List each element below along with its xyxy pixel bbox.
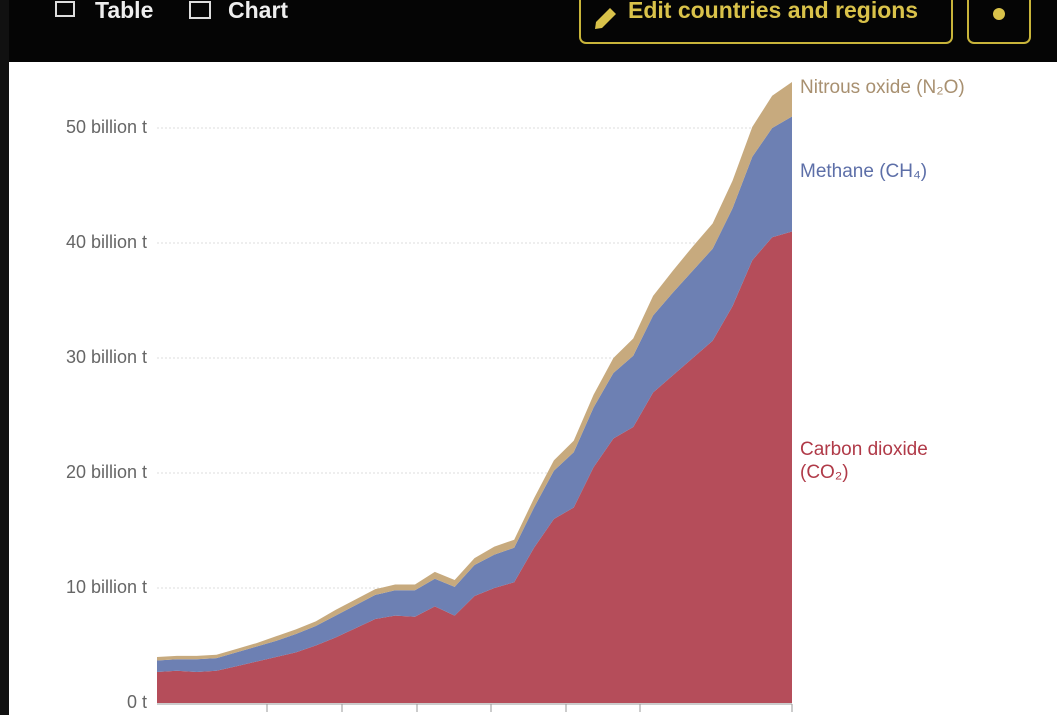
area: [157, 231, 792, 703]
settings-button[interactable]: [967, 0, 1031, 44]
table-tab[interactable]: Table: [95, 0, 153, 23]
plot-area: 0 t 10 billion t 20 billion t 30 billion t 4…: [66, 82, 792, 712]
pencil-icon: [595, 8, 616, 29]
series-label: Methane (CH₄): [800, 161, 928, 182]
y-tick-label: 50 billion t: [66, 117, 147, 137]
toolbar: [0, 0, 1057, 62]
edit-button[interactable]: [579, 0, 953, 44]
left-edge: [0, 0, 9, 715]
y-tick-label: 40 billion t: [66, 232, 147, 252]
series-label: Carbon dioxide (CO₂): [800, 439, 928, 483]
table-icon: [55, 1, 75, 17]
y-tick-label: 20 billion t: [66, 462, 147, 482]
edit-label[interactable]: Edit countries and regions: [628, 0, 918, 23]
chart-icon: [189, 1, 211, 19]
gear-icon: [993, 8, 1005, 20]
y-tick-label: 30 billion t: [66, 347, 147, 367]
series-label: Nitrous oxide (N₂O): [800, 77, 965, 98]
y-tick-label: 10 billion t: [66, 577, 147, 597]
chart-tab[interactable]: Chart: [228, 0, 288, 23]
y-tick-label: 0 t: [127, 692, 147, 712]
x-ticks: [266, 704, 793, 712]
